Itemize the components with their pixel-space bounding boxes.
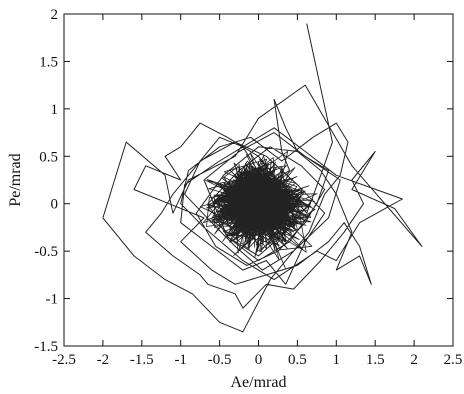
- x-tick-label: 2.5: [444, 352, 463, 368]
- x-tick-label: 0: [255, 352, 263, 368]
- x-axis-ticks: -2.5 -2 -1.5 -1 -0.5 0 0.5 1 1.5 2 2.5: [52, 14, 462, 368]
- y-tick-label: -0.5: [34, 244, 58, 260]
- x-tick-label: -1.5: [130, 352, 154, 368]
- x-tick-label: 1: [333, 352, 341, 368]
- trajectory-series: [102, 23, 423, 333]
- y-tick-label: -1.5: [34, 339, 58, 355]
- x-tick-label: 1.5: [366, 352, 385, 368]
- y-tick-label: 0: [51, 197, 59, 213]
- x-tick-label: -2: [97, 352, 110, 368]
- y-tick-label: 1: [51, 102, 59, 118]
- x-axis-title: Ae/mrad: [231, 374, 287, 391]
- y-tick-label: 0.5: [39, 149, 58, 165]
- x-tick-label: 0.5: [288, 352, 307, 368]
- x-tick-label: -1: [174, 352, 187, 368]
- y-tick-label: -1: [46, 292, 59, 308]
- y-axis-title: Pe/mrad: [7, 153, 24, 206]
- y-axis-ticks: -1.5 -1 -0.5 0 0.5 1 1.5 2: [34, 7, 453, 355]
- trajectory-core: [199, 150, 318, 270]
- x-tick-label: -2.5: [52, 352, 76, 368]
- x-tick-label: 2: [410, 352, 418, 368]
- y-tick-label: 2: [51, 7, 59, 23]
- y-tick-label: 1.5: [39, 54, 58, 70]
- x-tick-label: -0.5: [208, 352, 232, 368]
- series-layer: [102, 23, 423, 333]
